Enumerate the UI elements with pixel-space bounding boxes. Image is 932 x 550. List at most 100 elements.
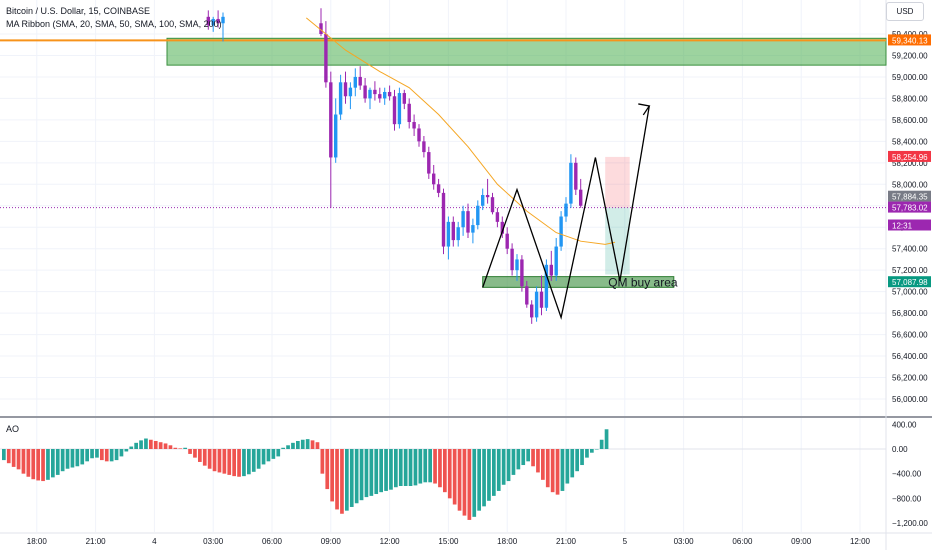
time-tick-label: 06:00: [732, 537, 753, 546]
candle-body: [534, 291, 539, 318]
ao-bar: [452, 449, 457, 505]
price-label: 57,884.35: [892, 193, 928, 202]
ao-bar: [408, 449, 413, 486]
candle-body: [206, 16, 210, 26]
ao-bar: [183, 447, 187, 449]
position-stop-area: [605, 156, 630, 208]
time-tick-label: 15:00: [438, 537, 459, 546]
candle-body: [574, 162, 578, 190]
time-tick-label: 5: [623, 537, 628, 546]
ao-bar: [560, 449, 565, 491]
price-label-bg: [888, 150, 931, 162]
price-tick-label: 56,800.00: [892, 309, 928, 318]
ao-tick-label: −400.00: [892, 470, 922, 479]
ao-bar: [119, 449, 124, 457]
currency-button[interactable]: USD: [886, 2, 924, 21]
candle-body: [407, 103, 411, 123]
ao-bar: [198, 449, 202, 462]
price-tick-label: 58,800.00: [892, 94, 928, 103]
drawing-zones: QM buy area: [0, 37, 887, 289]
ao-bar: [90, 449, 94, 459]
ao-bar: [124, 449, 129, 452]
ao-bar: [296, 440, 300, 449]
time-tick-label: 03:00: [674, 537, 695, 546]
ao-bar: [340, 449, 344, 514]
ao-bar: [291, 442, 295, 449]
price-tick-label: 56,000.00: [892, 395, 928, 404]
candle-body: [417, 128, 421, 142]
ao-bar: [585, 449, 589, 458]
indicator-legend: MA Ribbon (SMA, 20, SMA, 50, SMA, 100, S…: [6, 19, 222, 29]
ao-bar: [462, 449, 467, 516]
price-tick-label: 57,400.00: [892, 245, 928, 254]
ao-bar: [207, 449, 212, 469]
ao-bar: [345, 449, 349, 511]
price-axes: 56,000.00 56,200.00 56,400.00 56,600.00 56,8…: [27, 30, 931, 546]
candle-body: [363, 85, 367, 99]
ao-bar: [565, 449, 570, 484]
ao-bar: [516, 449, 521, 470]
price-tick-label: 56,600.00: [892, 331, 928, 340]
ao-bar: [496, 449, 501, 491]
ao-bar: [482, 449, 486, 507]
ao-bar: [266, 449, 271, 462]
ao-bar: [403, 449, 408, 486]
ao-bar: [60, 449, 65, 472]
ao-bar: [51, 449, 55, 478]
candle-body: [544, 264, 549, 308]
ao-bar: [11, 449, 16, 467]
candle-body: [451, 221, 455, 241]
ao-bar: [300, 439, 305, 449]
price-tick-label: 58,600.00: [892, 116, 928, 125]
price-tick-label: 56,200.00: [892, 374, 928, 383]
candle-body: [221, 16, 225, 24]
ao-tick-label: −800.00: [892, 494, 922, 503]
ao-bar: [163, 443, 168, 449]
candle-body: [466, 211, 470, 233]
candle-body: [579, 189, 583, 206]
ao-bar: [384, 449, 388, 491]
candle-body: [368, 89, 372, 99]
ao-bar: [428, 449, 432, 483]
ao-bar: [80, 449, 85, 465]
ao-bar: [95, 449, 99, 458]
ao-bar: [320, 449, 325, 474]
ao-bar: [247, 449, 251, 475]
ao-bar: [242, 449, 246, 477]
ao-bar: [261, 449, 266, 465]
price-label-bg: [888, 219, 931, 231]
candle-body: [539, 291, 544, 308]
time-tick-label: 21:00: [556, 537, 577, 546]
ao-bar: [286, 445, 290, 449]
ao-bar: [41, 449, 45, 482]
price-label: 57,087.98: [892, 278, 928, 287]
candle-body: [387, 91, 392, 97]
ao-bar: [134, 442, 138, 449]
candle-body: [338, 82, 343, 115]
candle-body: [432, 173, 436, 185]
ao-bar: [398, 449, 403, 486]
candle-body: [456, 227, 460, 241]
price-tick-label: 58,000.00: [892, 180, 928, 189]
candle-body: [427, 152, 431, 174]
candle-body: [525, 286, 529, 305]
ao-bar: [354, 449, 359, 504]
ao-bar: [359, 449, 364, 501]
ao-bar: [153, 440, 158, 449]
candle-body: [397, 93, 402, 125]
ao-bar: [590, 449, 594, 453]
ao-tick-label: 400.00: [892, 420, 917, 429]
time-tick-label: 03:00: [203, 537, 224, 546]
pattern-arrowhead: [638, 103, 651, 116]
ao-bar: [594, 449, 599, 450]
ao-bar: [251, 449, 256, 472]
ao-bar: [433, 449, 437, 484]
pattern-drawings: [482, 103, 651, 320]
candle-body: [495, 212, 500, 222]
candle-body: [422, 141, 426, 153]
candle-body: [211, 18, 215, 26]
price-label-bg: [888, 276, 931, 288]
ao-bar: [281, 447, 285, 449]
time-tick-label: 12:00: [850, 537, 871, 546]
